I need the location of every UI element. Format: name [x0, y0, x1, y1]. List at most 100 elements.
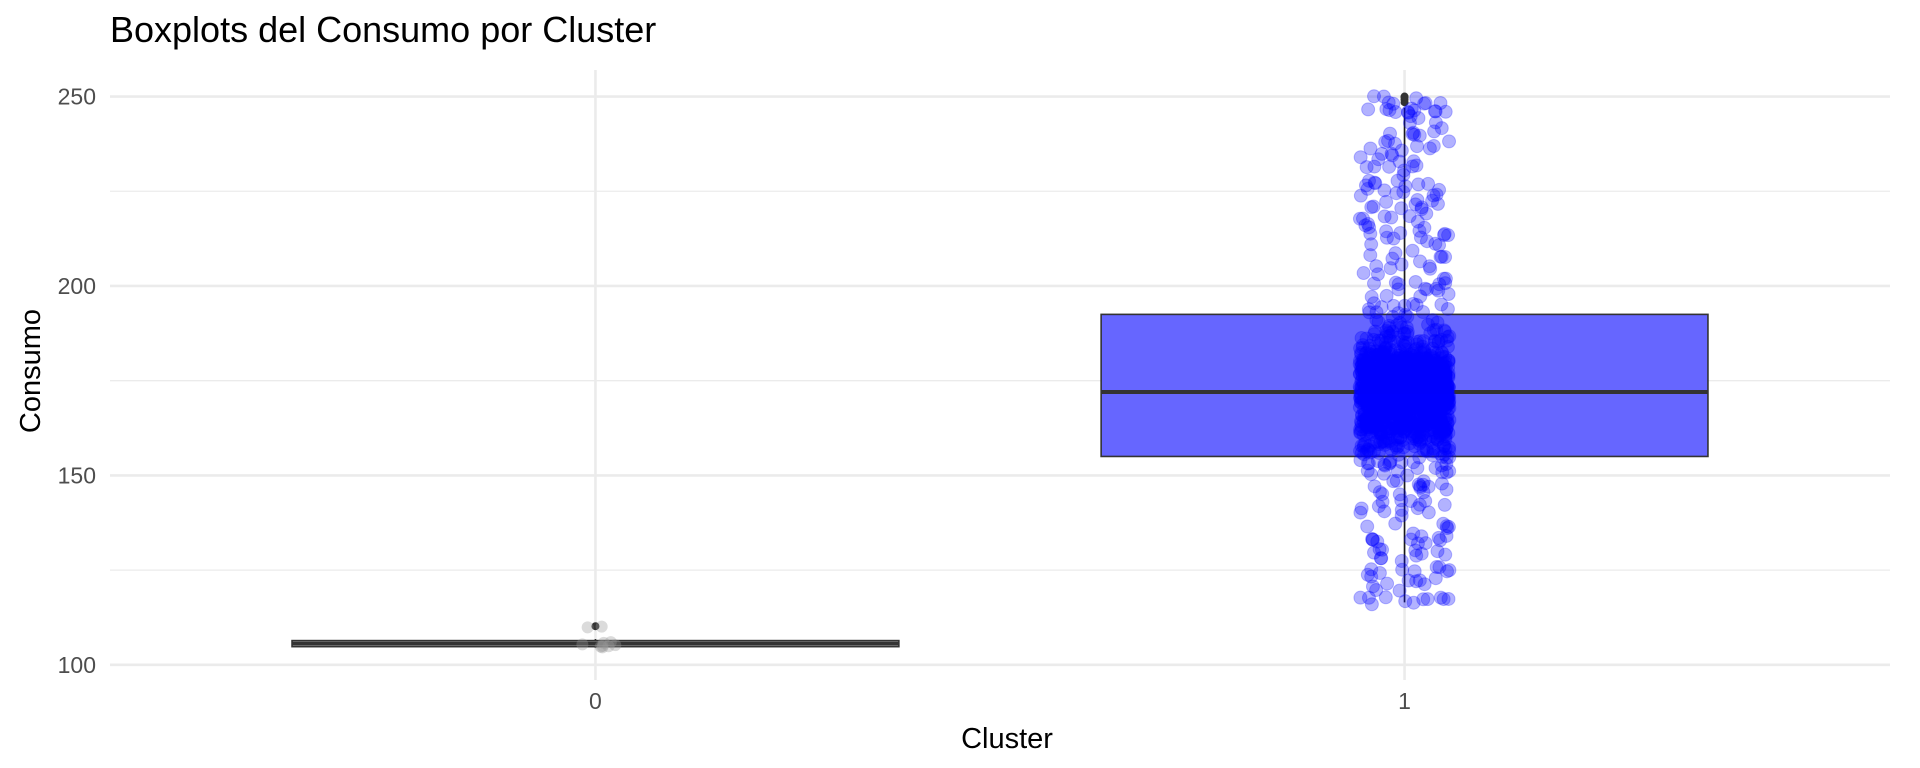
jitter-point [1370, 397, 1385, 412]
jitter-point [1393, 430, 1408, 445]
jitter-point [1397, 392, 1412, 407]
jitter-point [1424, 398, 1439, 413]
jitter-point [1397, 357, 1412, 372]
jitter-point [1391, 306, 1406, 321]
jitter-point [1363, 402, 1378, 417]
jitter-point [1360, 519, 1375, 534]
jitter-point [1432, 357, 1447, 372]
jitter-point [1398, 358, 1413, 373]
jitter-point [1425, 376, 1440, 391]
jitter-point [1388, 275, 1403, 290]
jitter-point [1370, 354, 1385, 369]
jitter-point [1420, 371, 1435, 386]
jitter-point [1426, 431, 1441, 446]
jitter-point [1370, 363, 1385, 378]
jitter-point [1371, 409, 1386, 424]
jitter-point [1372, 379, 1387, 394]
jitter-point [1394, 379, 1409, 394]
jitter-point [1366, 418, 1381, 433]
jitter-point [1405, 126, 1420, 141]
jitter-point [1434, 391, 1449, 406]
jitter-point [1404, 348, 1419, 363]
jitter-point [1386, 298, 1401, 313]
jitter-point [1435, 392, 1450, 407]
jitter-point [1438, 382, 1453, 397]
jitter-point [1368, 396, 1383, 411]
jitter-point [1437, 438, 1452, 453]
jitter-point [1359, 382, 1374, 397]
jitter-point [1422, 389, 1437, 404]
jitter-point [1441, 368, 1456, 383]
jitter-point [1442, 134, 1457, 149]
jitter-point [1402, 378, 1417, 393]
jitter-point [1438, 355, 1453, 370]
jitter-point [1379, 388, 1394, 403]
jitter-point [1386, 474, 1401, 489]
jitter-point [1441, 425, 1456, 440]
jitter-point [1367, 159, 1382, 174]
jitter-point [1372, 354, 1387, 369]
jitter-point [1391, 348, 1406, 363]
jitter-point [1379, 340, 1394, 355]
jitter-point [1392, 371, 1407, 386]
jitter-point [1365, 412, 1380, 427]
jitter-point [1378, 356, 1393, 371]
jitter-point [1399, 350, 1414, 365]
jitter-point [1375, 542, 1390, 557]
jitter-point [1419, 418, 1434, 433]
jitter-point [1435, 418, 1450, 433]
jitter-point [1377, 372, 1392, 387]
jitter-point [1362, 398, 1377, 413]
jitter-point [1413, 418, 1428, 433]
jitter-point [1367, 392, 1382, 407]
jitter-point [1430, 196, 1445, 211]
jitter-point [1364, 415, 1379, 430]
jitter-point [1360, 181, 1375, 196]
jitter-point [1353, 386, 1368, 401]
jitter-point [1438, 276, 1453, 291]
jitter-point [1423, 354, 1438, 369]
jitter-point [1440, 386, 1455, 401]
jitter-point [1424, 367, 1439, 382]
jitter-point [1402, 359, 1417, 374]
jitter-point [1396, 399, 1411, 414]
jitter-point [1441, 519, 1456, 534]
jitter-point [1359, 391, 1374, 406]
jitter-point [1394, 376, 1409, 391]
jitter-point [1406, 346, 1421, 361]
jitter-point [1372, 405, 1387, 420]
jitter-point [1408, 352, 1423, 367]
jitter-point [1437, 447, 1452, 462]
jitter-point [1399, 418, 1414, 433]
jitter-point [1388, 381, 1403, 396]
jitter-point [1394, 410, 1409, 425]
jitter-point [1415, 355, 1430, 370]
jitter-point [1429, 187, 1444, 202]
jitter-point [1407, 348, 1422, 363]
jitter-point [1424, 387, 1439, 402]
jitter-point [1437, 425, 1452, 440]
jitter-point [1368, 358, 1383, 373]
jitter-point [1411, 417, 1426, 432]
jitter-point [1379, 412, 1394, 427]
jitter-point [1399, 374, 1414, 389]
jitter-point [1394, 502, 1409, 517]
jitter-point [1425, 448, 1440, 463]
jitter-point [1409, 388, 1424, 403]
jitter-point [1353, 424, 1368, 439]
jitter-point [1368, 416, 1383, 431]
jitter-point [1439, 450, 1454, 465]
jitter-point [1394, 257, 1409, 272]
jitter-point [1427, 399, 1442, 414]
jitter-point [1440, 390, 1455, 405]
jitter-point [1424, 366, 1439, 381]
jitter-point [1384, 210, 1399, 225]
jitter-point [1435, 378, 1450, 393]
jitter-point [1403, 373, 1418, 388]
jitter-point [1359, 411, 1374, 426]
jitter-point [1369, 389, 1384, 404]
jitter-point [1406, 455, 1421, 470]
jitter-point [1357, 389, 1372, 404]
jitter-point [1379, 406, 1394, 421]
jitter-point [1426, 377, 1441, 392]
